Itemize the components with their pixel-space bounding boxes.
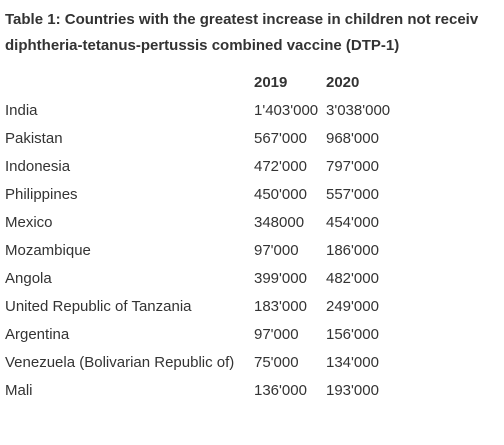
value-cell: 97'000: [254, 326, 299, 343]
value-cell: 968'000: [326, 130, 379, 147]
value-cell: 1'403'000: [254, 102, 319, 119]
value-cell: 156'000: [326, 326, 379, 343]
value-cell: 75'000: [254, 354, 299, 371]
value-cell: 249'000: [326, 298, 379, 315]
country-cell: Pakistan: [5, 130, 63, 147]
value-cell: 348000: [254, 214, 305, 231]
value-cell: 97'000: [254, 242, 299, 259]
country-cell: United Republic of Tanzania: [5, 298, 192, 315]
country-cell: India: [5, 102, 38, 119]
value-cell: 136'000: [254, 382, 307, 399]
country-cell: Philippines: [5, 186, 78, 203]
column-header: 2019: [254, 74, 288, 91]
value-cell: 482'000: [326, 270, 379, 287]
value-cell: 472'000: [254, 158, 307, 175]
country-cell: Mozambique: [5, 242, 91, 259]
value-cell: 450'000: [254, 186, 307, 203]
country-cell: Venezuela (Bolivarian Republic of): [5, 354, 235, 371]
country-cell: Mexico: [5, 214, 53, 231]
country-cell: Mali: [5, 382, 33, 399]
title-line: Table 1: Countries with the greatest inc…: [5, 11, 479, 28]
title-line: diphtheria-tetanus-pertussis combined va…: [5, 37, 400, 54]
value-cell: 183'000: [254, 298, 307, 315]
value-cell: 193'000: [326, 382, 379, 399]
value-cell: 454'000: [326, 214, 379, 231]
country-cell: Angola: [5, 270, 52, 287]
value-cell: 557'000: [326, 186, 379, 203]
value-cell: 399'000: [254, 270, 307, 287]
country-cell: Indonesia: [5, 158, 71, 175]
value-cell: 797'000: [326, 158, 379, 175]
column-header: 2020: [326, 74, 360, 91]
value-cell: 567'000: [254, 130, 307, 147]
value-cell: 3'038'000: [326, 102, 391, 119]
country-cell: Argentina: [5, 326, 70, 343]
table-title: Table 1: Countries with the greatest inc…: [5, 7, 504, 59]
value-cell: 134'000: [326, 354, 379, 371]
value-cell: 186'000: [326, 242, 379, 259]
